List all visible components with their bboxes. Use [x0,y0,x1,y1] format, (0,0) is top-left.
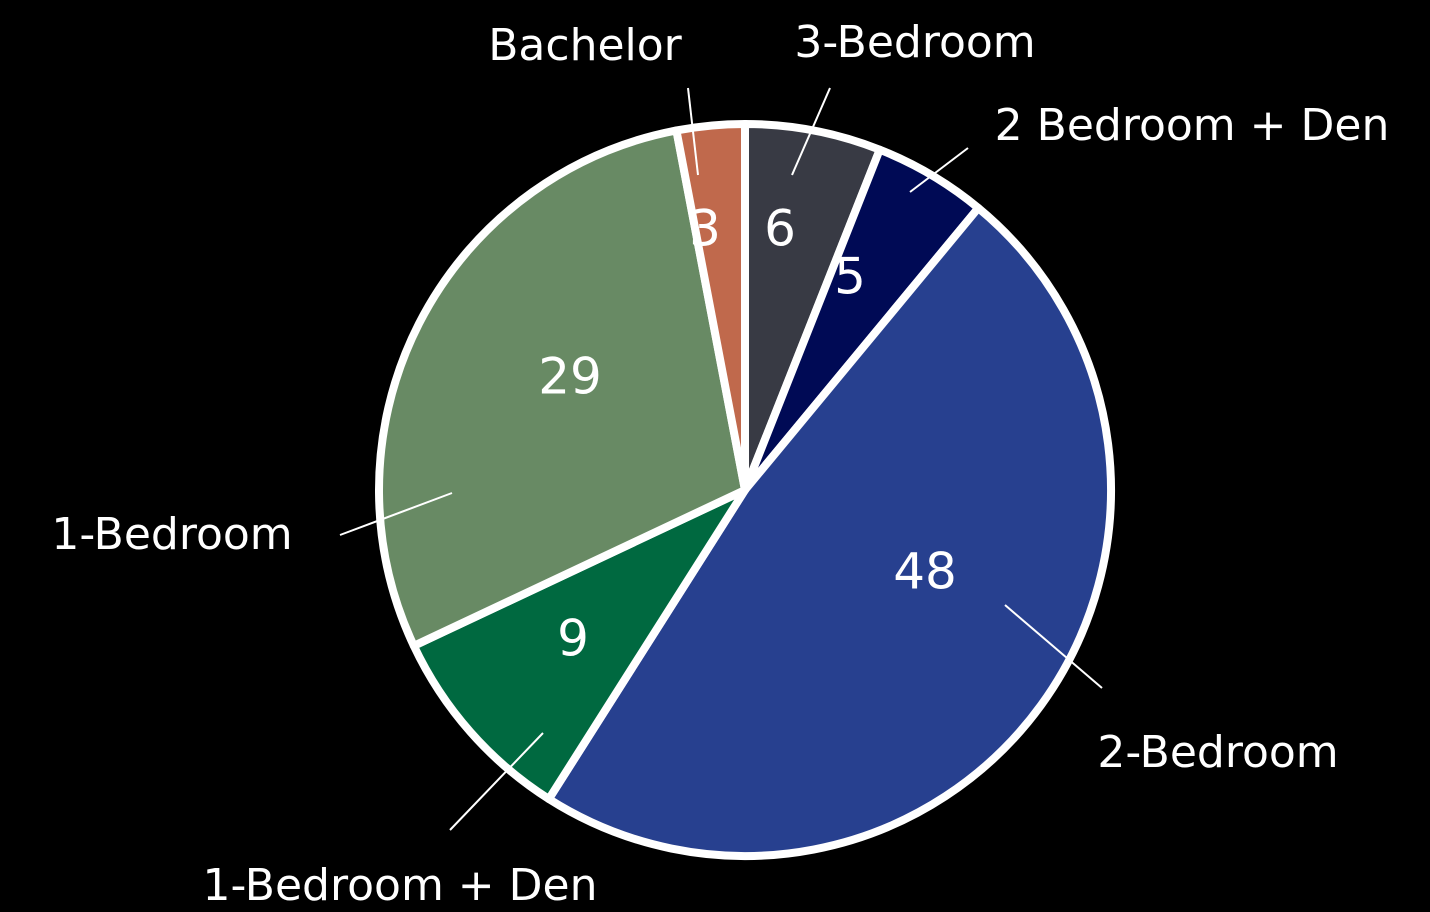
leader-line [791,87,831,176]
value-label: 3 [689,200,721,258]
leader-line [449,732,544,831]
value-label: 6 [764,200,796,258]
pie-slice [409,486,749,804]
value-label: 48 [893,543,957,601]
value-label: 9 [557,610,589,668]
slice-label: 3-Bedroom [794,17,1035,68]
slice-label: 2-Bedroom [1097,727,1338,778]
value-label: 29 [538,348,602,406]
slice-label: 1-Bedroom [51,509,292,560]
pie-slice [544,203,1115,860]
slice-label: 1-Bedroom + Den [203,860,598,911]
leader-line [687,87,699,176]
slice-label: 2 Bedroom + Den [995,100,1390,151]
pie-slice [672,120,749,494]
pie-slice [375,126,749,650]
leader-line [339,492,453,536]
leader-line [909,147,969,193]
leader-line [1004,604,1103,689]
value-label: 5 [834,248,866,306]
slice-label: Bachelor [488,20,682,71]
